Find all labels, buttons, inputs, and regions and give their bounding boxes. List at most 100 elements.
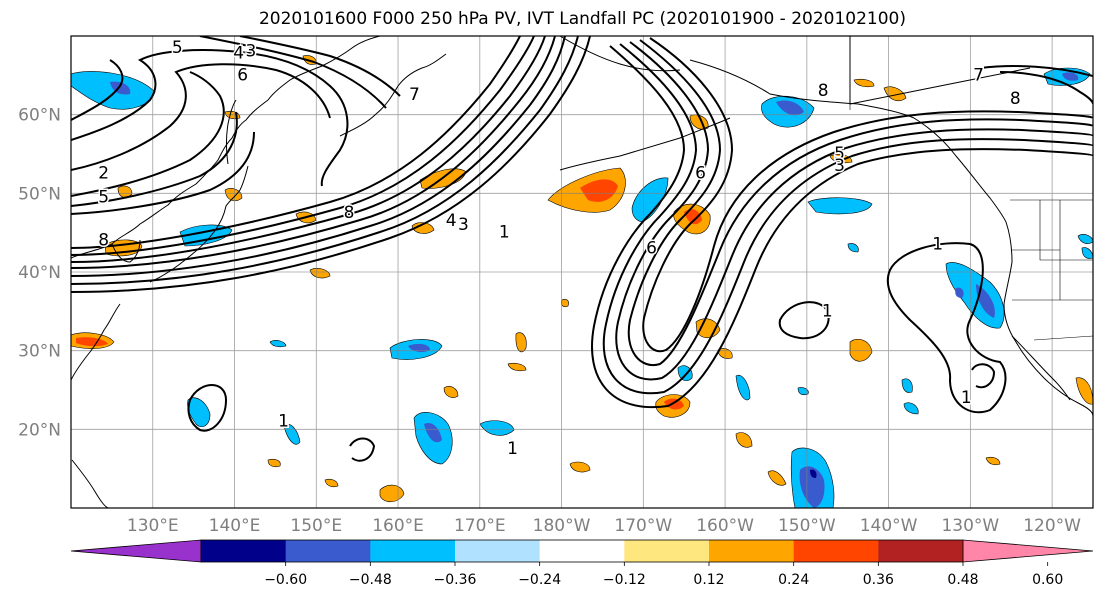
latitude-tick-label: 30°N <box>18 342 61 362</box>
contour-label: 7 <box>409 85 420 105</box>
latitude-tick-label: 20°N <box>18 420 61 440</box>
pv-contour <box>71 36 579 285</box>
colorbar-segment <box>455 540 541 562</box>
positive-anomaly-patch <box>224 188 243 202</box>
longitude-tick-label: 170°E <box>454 516 506 536</box>
colorbar-tick-label: 0.60 <box>1032 572 1063 588</box>
colorbar-extend-max <box>962 539 1094 563</box>
negative-anomaly-patch <box>901 378 913 393</box>
pv-contours <box>71 36 1093 462</box>
japan-coast <box>149 165 249 283</box>
positive-anomaly-patch <box>1075 377 1093 405</box>
positive-anomaly-patch <box>515 332 527 353</box>
colorbar-tick-label: 0.36 <box>863 572 894 588</box>
latitude-tick-label: 50°N <box>18 184 61 204</box>
negative-anomaly-patch <box>479 420 515 436</box>
contour-label: 6 <box>646 238 657 258</box>
negative-anomaly-patch <box>1081 247 1093 259</box>
colorbar-tick-label: 0.12 <box>693 572 724 588</box>
pv-contour <box>615 41 1093 381</box>
pv-contour <box>239 36 401 97</box>
colorbar: −0.60 −0.48 −0.36 −0.24 −0.12 0.12 0.24 0.36 0.4… <box>70 539 1094 588</box>
longitude-tick-label: 140°E <box>209 516 261 536</box>
philippines-coast <box>71 459 109 508</box>
pv-contour <box>602 43 1093 395</box>
positive-anomaly-patch <box>379 484 405 503</box>
colorbar-segment <box>793 540 879 562</box>
negative-anomaly-patch <box>1062 72 1079 81</box>
pv-contour <box>71 36 591 293</box>
pv-contour <box>71 63 331 171</box>
colorbar-segment <box>539 540 625 562</box>
contour-label: 2 <box>98 164 109 184</box>
latitude-labels: 20°N 30°N 40°N 50°N 60°N <box>18 106 61 441</box>
contour-label: 8 <box>818 81 829 101</box>
colorbar-extend-min <box>70 539 202 563</box>
contour-label: 5 <box>834 144 845 164</box>
negative-anomaly-patch <box>903 402 919 415</box>
pv-contour <box>71 36 521 249</box>
negative-anomaly-patch <box>810 469 817 478</box>
longitude-tick-label: 120°W <box>1023 516 1081 536</box>
positive-anomaly-patch <box>985 456 1001 466</box>
pv-contour <box>971 363 996 389</box>
longitude-tick-label: 170°W <box>614 516 672 536</box>
longitude-tick-label: 150°E <box>290 516 342 536</box>
north-america-west-coast <box>1003 221 1093 417</box>
bering-coast <box>559 36 681 72</box>
positive-anomaly-patch <box>324 478 339 488</box>
aleutians-coast <box>559 117 731 171</box>
contour-label: 1 <box>961 388 972 408</box>
negative-anomaly-patch <box>71 71 156 110</box>
positive-anomaly-patch <box>849 339 873 362</box>
colorbar-tick-label: 0.48 <box>947 572 978 588</box>
pv-contour <box>199 36 387 109</box>
longitude-tick-label: 130°W <box>941 516 999 536</box>
positive-anomaly-patch <box>309 268 331 279</box>
positive-anomaly-patch <box>767 470 787 486</box>
positive-anomaly-patch <box>829 154 853 164</box>
contour-label: 3 <box>834 156 845 176</box>
contour-label: 8 <box>344 203 355 223</box>
contour-label: 1 <box>278 411 289 431</box>
positive-anomaly-patch <box>443 386 459 398</box>
contour-label: 3 <box>458 215 469 235</box>
positive-anomaly-patch <box>569 461 591 473</box>
pv-contour <box>886 242 1007 414</box>
contour-label: 8 <box>98 231 109 251</box>
contour-label: 6 <box>695 164 706 184</box>
baja-california-coast <box>1011 335 1071 401</box>
contour-label: 4 <box>446 211 457 231</box>
pv-contour <box>71 131 255 215</box>
negative-anomaly-patch <box>187 397 211 427</box>
pv-contour <box>71 111 238 207</box>
us-mexico-border <box>1033 335 1093 341</box>
pv-contour <box>778 301 830 340</box>
pv-contour <box>642 37 1093 353</box>
negative-anomaly-patch <box>807 197 873 215</box>
negative-anomaly-patch <box>408 343 430 353</box>
negative-anomaly-patch <box>797 387 809 396</box>
contour-label: 5 <box>98 187 109 207</box>
colorbar-tick-label: −0.24 <box>518 572 561 588</box>
longitude-tick-label: 180°W <box>533 516 591 536</box>
longitude-tick-label: 140°W <box>860 516 918 536</box>
longitude-tick-label: 150°W <box>778 516 836 536</box>
pv-contour <box>71 49 349 187</box>
negative-anomaly-patch <box>799 466 825 508</box>
colorbar-outline <box>200 539 964 563</box>
positive-anomaly-patch <box>561 298 569 308</box>
positive-anomaly-patch <box>664 398 684 410</box>
positive-anomaly-patch <box>117 185 133 198</box>
colorbar-tick-label: −0.60 <box>264 572 307 588</box>
positive-anomaly-patch <box>580 179 618 202</box>
longitude-tick-label: 130°E <box>127 516 179 536</box>
positive-anomaly-patch <box>411 222 435 234</box>
latitude-tick-label: 60°N <box>18 106 61 126</box>
political-borders <box>849 36 1093 341</box>
pv-contour <box>591 45 1093 409</box>
negative-anomaly-patch <box>1077 234 1093 244</box>
pv-contour <box>999 71 1093 105</box>
